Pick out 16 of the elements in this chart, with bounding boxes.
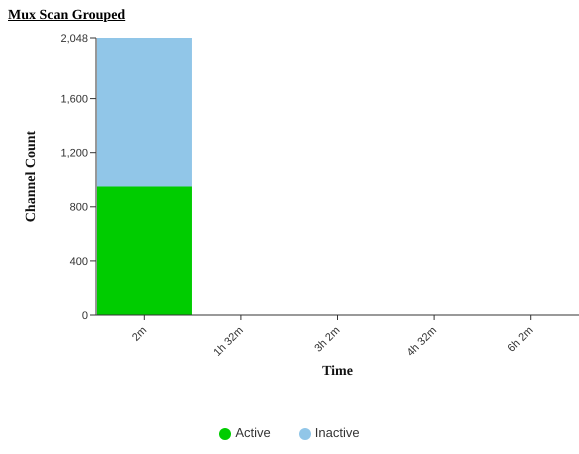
x-tick-label: 4h 32m bbox=[404, 324, 440, 359]
x-tick-label: 1h 32m bbox=[211, 324, 246, 359]
legend-label: Active bbox=[235, 425, 271, 440]
y-tick-label: 400 bbox=[70, 256, 88, 268]
legend-label: Inactive bbox=[314, 425, 360, 440]
y-axis-title: Channel Count bbox=[24, 130, 39, 222]
y-tick-label: 1,600 bbox=[60, 94, 88, 106]
y-tick-label: 0 bbox=[82, 310, 88, 322]
chart-title: Mux Scan Grouped bbox=[8, 8, 126, 25]
y-tick-label: 800 bbox=[70, 202, 88, 214]
x-tick-label: 6h 2m bbox=[506, 324, 536, 355]
y-tick-label: 1,200 bbox=[60, 148, 88, 160]
x-axis-title: Time bbox=[322, 364, 353, 379]
x-tick-label: 3h 2m bbox=[312, 324, 342, 355]
y-tick-label: 2,048 bbox=[60, 32, 88, 45]
x-tick-label: 2m bbox=[130, 324, 150, 344]
